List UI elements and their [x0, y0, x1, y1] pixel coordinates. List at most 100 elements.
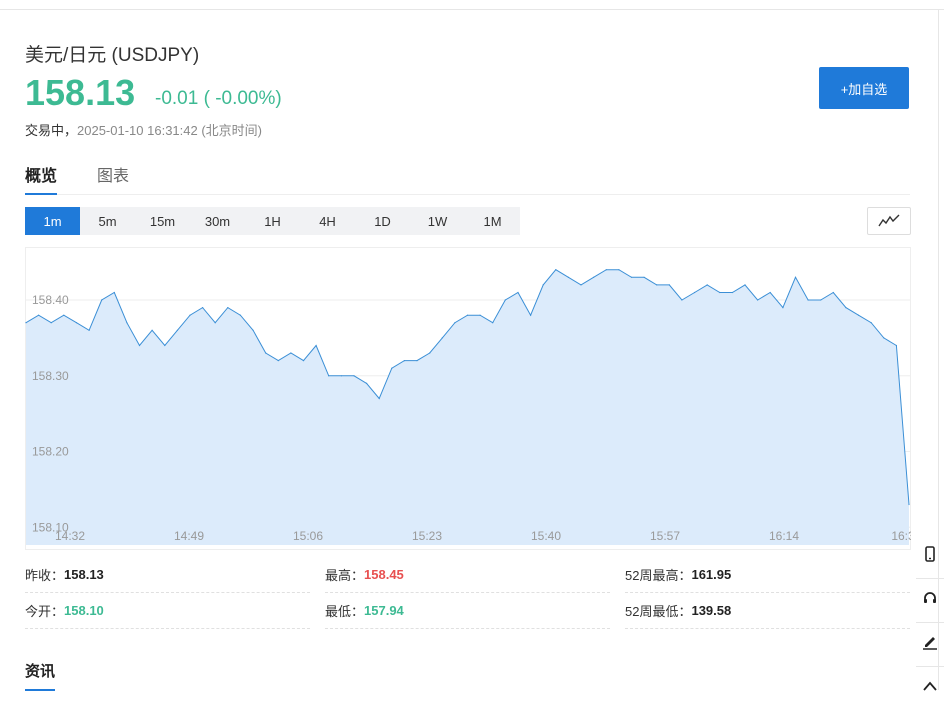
data-point: [252, 329, 254, 331]
data-point: [189, 314, 191, 316]
data-point: [630, 276, 633, 278]
range-1w[interactable]: 1W: [427, 213, 448, 229]
data-point: [151, 329, 153, 331]
data-point: [605, 269, 607, 271]
data-point: [857, 314, 860, 316]
trading-status: 交易中，2025-01-10 16:31:42 (北京时间): [25, 120, 262, 139]
tab-news[interactable]: 资讯: [25, 660, 56, 691]
x-tick-label: 14:32: [55, 529, 85, 543]
y-tick-label: 158.10: [32, 520, 69, 534]
data-point: [895, 344, 898, 347]
data-point: [38, 314, 40, 316]
data-point: [744, 284, 746, 286]
stat-52w-low: 52周最低： 139.58: [625, 593, 910, 629]
range-1d[interactable]: 1D: [374, 213, 391, 229]
data-point: [302, 360, 305, 362]
back-to-top-button[interactable]: [916, 669, 944, 703]
x-tick-label: 15:57: [650, 529, 680, 543]
data-point: [429, 352, 431, 354]
data-point: [845, 307, 847, 309]
data-point: [656, 284, 658, 286]
page-title: 美元/日元 (USDJPY): [25, 45, 200, 66]
data-point: [782, 307, 784, 309]
data-point: [593, 276, 595, 278]
data-point: [126, 322, 128, 324]
data-point: [138, 344, 141, 347]
mobile-icon: [925, 546, 935, 562]
data-point: [870, 322, 872, 324]
data-point: [63, 314, 65, 316]
data-point: [668, 284, 670, 286]
stat-value: 158.13: [64, 567, 104, 582]
data-point: [290, 352, 292, 354]
stat-label: 52周最高：: [625, 568, 692, 583]
right-divider: [938, 10, 939, 690]
data-point: [265, 352, 267, 354]
section-tabs: 概览 图表: [25, 160, 910, 195]
range-4h[interactable]: 4H: [319, 213, 336, 229]
data-point: [719, 291, 721, 294]
range-1mo[interactable]: 1M: [483, 213, 502, 229]
feedback-button[interactable]: [916, 625, 944, 659]
edit-icon: [923, 637, 937, 650]
y-tick-label: 158.40: [32, 293, 69, 307]
range-1h[interactable]: 1H: [264, 213, 281, 229]
tab-overview[interactable]: 概览: [25, 162, 58, 195]
data-point: [706, 284, 708, 286]
headset-icon: [924, 592, 936, 603]
data-point: [517, 291, 519, 294]
data-point: [769, 291, 771, 294]
data-point: [441, 337, 443, 339]
data-point: [479, 314, 481, 316]
data-point: [214, 322, 216, 324]
time-range-selector: 1m 5m 15m 30m 1H 4H 1D 1W 1M: [25, 207, 520, 235]
mobile-button[interactable]: [916, 537, 944, 571]
stat-52w-high: 52周最高： 161.95: [625, 557, 910, 593]
stat-label: 52周最低：: [625, 604, 692, 619]
stat-prev-close: 昨收： 158.13: [25, 557, 310, 593]
line-chart-icon: [878, 214, 900, 227]
status-timestamp: 2025-01-10 16:31:42 (北京时间): [77, 123, 262, 138]
customer-service-button[interactable]: [916, 581, 944, 615]
data-point: [113, 291, 115, 294]
data-point: [340, 375, 342, 377]
range-5m[interactable]: 5m: [98, 213, 117, 229]
add-to-watchlist-button[interactable]: +加自选: [819, 67, 909, 109]
data-point: [25, 322, 27, 324]
data-point: [239, 314, 241, 316]
price-stats: 昨收： 158.13 最高： 158.45 52周最高： 161.95 今开： 158.…: [25, 557, 910, 633]
data-point: [567, 276, 570, 278]
data-point: [227, 307, 229, 309]
data-point: [366, 382, 368, 384]
range-30m[interactable]: 30m: [204, 213, 231, 229]
stat-value: 139.58: [691, 603, 732, 618]
data-point: [618, 269, 620, 271]
data-point: [694, 291, 696, 294]
data-point: [807, 299, 809, 301]
data-point: [757, 299, 759, 301]
x-tick-label: 14:49: [174, 529, 204, 543]
data-point: [176, 329, 178, 331]
data-point: [88, 329, 90, 331]
data-point: [466, 314, 469, 316]
data-point: [883, 337, 885, 339]
data-point: [164, 344, 166, 347]
data-point: [416, 360, 418, 362]
stat-high: 最高： 158.45: [325, 557, 610, 593]
data-point: [681, 299, 683, 301]
x-tick-label: 16:14: [769, 529, 799, 543]
range-15m[interactable]: 15m: [149, 213, 176, 229]
stat-value: 158.45: [364, 567, 404, 582]
stat-label: 最低：: [325, 604, 365, 619]
chart-type-button[interactable]: [867, 207, 911, 235]
range-1m[interactable]: 1m: [25, 207, 80, 235]
y-tick-label: 158.30: [32, 369, 69, 383]
price-change: -0.01 ( -0.00%): [155, 88, 282, 109]
stat-value: 161.95: [691, 567, 732, 582]
data-point: [555, 269, 557, 271]
data-point: [50, 322, 52, 324]
top-divider: [0, 9, 944, 10]
y-tick-label: 158.20: [32, 445, 69, 459]
tab-chart[interactable]: 图表: [97, 168, 130, 185]
data-point: [315, 344, 317, 347]
